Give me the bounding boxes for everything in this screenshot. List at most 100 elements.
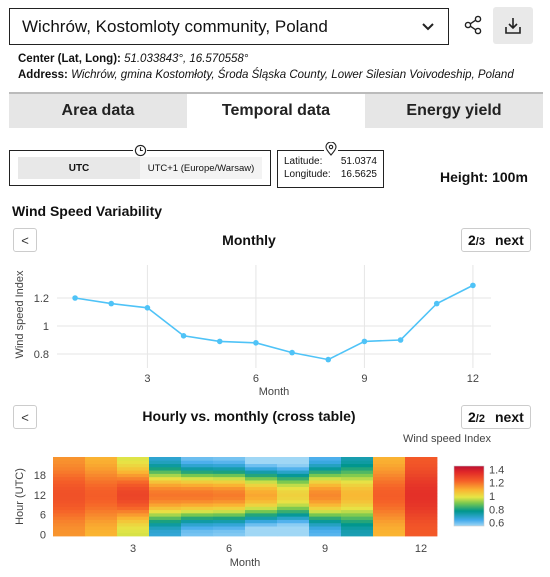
heatmap-cell[interactable]	[117, 480, 150, 484]
heatmap-cell[interactable]	[373, 503, 406, 507]
tab-area-data[interactable]: Area data	[9, 94, 187, 128]
heatmap-cell[interactable]	[181, 506, 214, 511]
heatmap-cell[interactable]	[309, 476, 342, 481]
heatmap-cell[interactable]	[53, 526, 86, 530]
heatmap-cell[interactable]	[213, 457, 246, 461]
heatmap-cell[interactable]	[117, 463, 150, 468]
heatmap-cell[interactable]	[117, 466, 150, 471]
heatmap-cell[interactable]	[181, 512, 214, 517]
heatmap-cell[interactable]	[309, 516, 342, 520]
heatmap-cell[interactable]	[85, 532, 118, 537]
heatmap-cell[interactable]	[405, 532, 438, 537]
heatmap-cell[interactable]	[309, 496, 342, 501]
heatmap-cell[interactable]	[277, 532, 310, 537]
heatmap-cell[interactable]	[277, 496, 310, 501]
heatmap-cell[interactable]	[405, 466, 438, 471]
heatmap-cell[interactable]	[277, 466, 310, 471]
heatmap-cell[interactable]	[309, 473, 342, 478]
heatmap-cell[interactable]	[245, 457, 278, 461]
heatmap-cell[interactable]	[53, 509, 86, 514]
heatmap-cell[interactable]	[53, 486, 86, 491]
heatmap-cell[interactable]	[117, 526, 150, 530]
heatmap-cell[interactable]	[53, 483, 86, 488]
heatmap-cell[interactable]	[85, 470, 118, 474]
heatmap-cell[interactable]	[277, 493, 310, 497]
heatmap-cell[interactable]	[373, 512, 406, 517]
heatmap-cell[interactable]	[213, 519, 246, 524]
heatmap-cell[interactable]	[117, 506, 150, 511]
heatmap-cell[interactable]	[213, 516, 246, 520]
heatmap-cell[interactable]	[53, 519, 86, 524]
heatmap-cell[interactable]	[53, 480, 86, 484]
heatmap-cell[interactable]	[117, 457, 150, 461]
heatmap-cell[interactable]	[245, 473, 278, 478]
heatmap-cell[interactable]	[181, 460, 214, 464]
heatmap-cell[interactable]	[53, 529, 86, 534]
heatmap-cell[interactable]	[53, 463, 86, 468]
heatmap-cell[interactable]	[405, 506, 438, 511]
heatmap-cell[interactable]	[341, 457, 374, 461]
heatmap-cell[interactable]	[373, 457, 406, 461]
heatmap-cell[interactable]	[149, 493, 182, 497]
heatmap-cell[interactable]	[181, 529, 214, 534]
heatmap-cell[interactable]	[149, 522, 182, 527]
heatmap-cell[interactable]	[309, 522, 342, 527]
heatmap-cell[interactable]	[245, 499, 278, 504]
heatmap-cell[interactable]	[373, 496, 406, 501]
heatmap-cell[interactable]	[341, 466, 374, 471]
heatmap-cell[interactable]	[309, 480, 342, 484]
heatmap-cell[interactable]	[213, 460, 246, 464]
heatmap-cell[interactable]	[181, 493, 214, 497]
heatmap-cell[interactable]	[181, 473, 214, 478]
heatmap-cell[interactable]	[277, 512, 310, 517]
heatmap-cell[interactable]	[213, 509, 246, 514]
heatmap-cell[interactable]	[341, 470, 374, 474]
heatmap-cell[interactable]	[405, 529, 438, 534]
heatmap-cell[interactable]	[405, 483, 438, 488]
heatmap-cell[interactable]	[149, 460, 182, 464]
heatmap-cell[interactable]	[309, 499, 342, 504]
heatmap-cell[interactable]	[245, 519, 278, 524]
heatmap-cell[interactable]	[277, 499, 310, 504]
heatmap-cell[interactable]	[405, 522, 438, 527]
heatmap-cell[interactable]	[149, 473, 182, 478]
heatmap-cell[interactable]	[181, 480, 214, 484]
heatmap-cell[interactable]	[245, 476, 278, 481]
heatmap-cell[interactable]	[277, 457, 310, 461]
heatmap-cell[interactable]	[117, 532, 150, 537]
heatmap-cell[interactable]	[85, 522, 118, 527]
heatmap-cell[interactable]	[405, 470, 438, 474]
heatmap-cell[interactable]	[213, 486, 246, 491]
heatmap-cell[interactable]	[309, 457, 342, 461]
heatmap-cell[interactable]	[245, 489, 278, 494]
heatmap-cell[interactable]	[309, 532, 342, 537]
heatmap-cell[interactable]	[309, 529, 342, 534]
heatmap-cell[interactable]	[181, 489, 214, 494]
heatmap-cell[interactable]	[181, 503, 214, 507]
heatmap-cell[interactable]	[53, 466, 86, 471]
heatmap-cell[interactable]	[373, 522, 406, 527]
heatmap-cell[interactable]	[85, 526, 118, 530]
heatmap-cell[interactable]	[181, 486, 214, 491]
heatmap-cell[interactable]	[341, 483, 374, 488]
heatmap-cell[interactable]	[277, 480, 310, 484]
heatmap-cell[interactable]	[213, 506, 246, 511]
heatmap-cell[interactable]	[405, 480, 438, 484]
heatmap-cell[interactable]	[181, 476, 214, 481]
heatmap-cell[interactable]	[85, 460, 118, 464]
heatmap-cell[interactable]	[373, 470, 406, 474]
heatmap-cell[interactable]	[405, 493, 438, 497]
heatmap-cell[interactable]	[117, 509, 150, 514]
line-next-button[interactable]: 2/3 next	[461, 228, 531, 252]
heatmap-cell[interactable]	[373, 466, 406, 471]
heatmap-cell[interactable]	[309, 466, 342, 471]
heatmap-cell[interactable]	[405, 476, 438, 481]
heatmap-cell[interactable]	[181, 470, 214, 474]
heatmap-cell[interactable]	[149, 463, 182, 468]
heatmap-cell[interactable]	[213, 483, 246, 488]
data-point[interactable]	[144, 305, 151, 311]
heatmap-cell[interactable]	[309, 519, 342, 524]
heatmap-cell[interactable]	[53, 473, 86, 478]
line-prev-button[interactable]: <	[13, 228, 37, 252]
heatmap-cell[interactable]	[341, 480, 374, 484]
